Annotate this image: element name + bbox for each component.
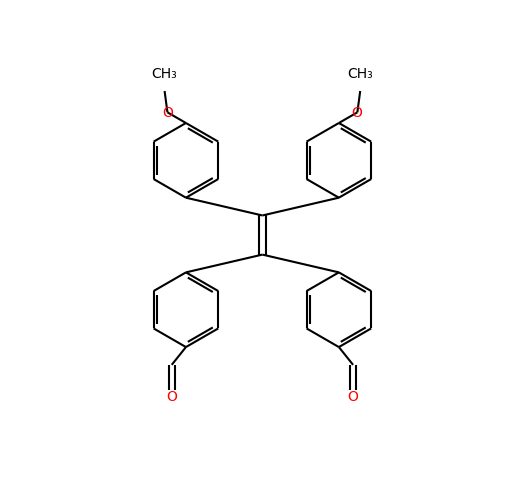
Text: O: O xyxy=(162,106,173,120)
Text: O: O xyxy=(352,106,362,120)
Text: CH₃: CH₃ xyxy=(152,67,178,81)
Text: O: O xyxy=(348,389,358,403)
Text: CH₃: CH₃ xyxy=(347,67,373,81)
Text: O: O xyxy=(166,389,177,403)
